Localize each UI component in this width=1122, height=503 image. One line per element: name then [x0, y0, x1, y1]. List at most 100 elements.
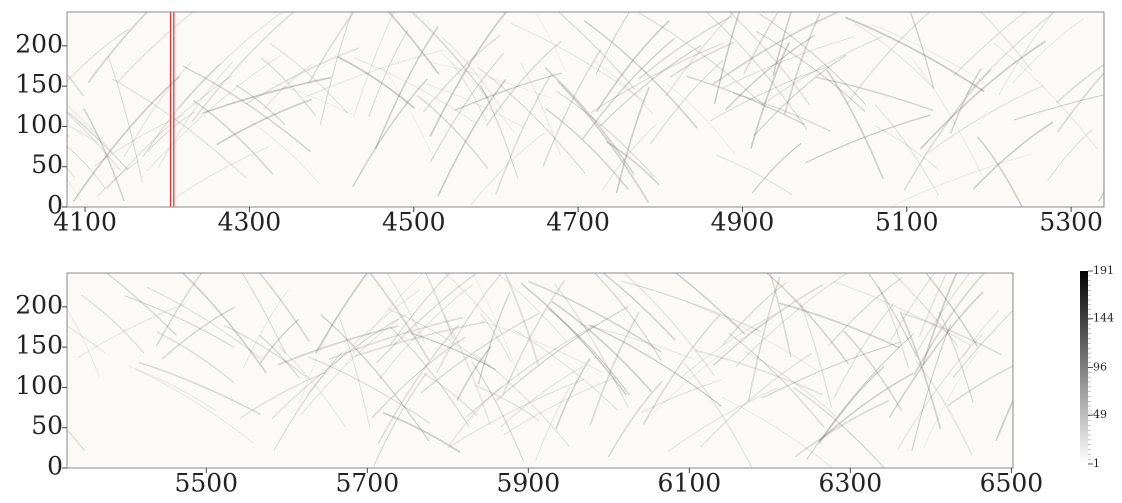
- texture-arc: [352, 78, 428, 188]
- texture-arc: [590, 42, 725, 114]
- texture-arc: [345, 273, 424, 365]
- texture-arc: [181, 273, 267, 374]
- texture-arc: [353, 57, 477, 124]
- texture-arc: [389, 273, 451, 346]
- texture-arc: [67, 73, 84, 97]
- texture-arc: [496, 273, 568, 342]
- texture-arc: [477, 292, 511, 385]
- texture-arc: [799, 302, 833, 409]
- texture-arc: [854, 22, 934, 89]
- texture-arc: [378, 283, 473, 380]
- colorbar-tick-label: 144: [1093, 312, 1114, 325]
- texture-arc: [833, 302, 895, 399]
- texture-arc: [67, 112, 121, 171]
- texture-arc: [557, 12, 636, 91]
- texture-arc: [547, 308, 630, 396]
- texture-arc: [72, 75, 181, 202]
- texture-arc: [871, 24, 986, 84]
- texture-arc: [382, 412, 461, 453]
- x-tick-label: 4700: [546, 208, 610, 237]
- texture-arc: [953, 12, 1027, 77]
- texture-arc: [1056, 63, 1104, 104]
- texture-arc: [242, 289, 289, 369]
- texture-arc: [520, 282, 627, 396]
- texture-arc: [950, 68, 982, 134]
- texture-arc: [976, 136, 1023, 207]
- texture-arc: [442, 313, 491, 426]
- texture-arc: [892, 153, 1033, 206]
- texture-arc: [77, 303, 186, 359]
- texture-arc: [843, 330, 903, 412]
- texture-arc: [520, 62, 562, 156]
- texture-arc: [998, 12, 1055, 96]
- texture-arc: [441, 36, 505, 112]
- texture-arc: [426, 83, 527, 130]
- texture-arc: [845, 16, 985, 93]
- texture-arc: [979, 12, 1033, 72]
- texture-arc: [818, 372, 914, 443]
- colorbar-tick-label: 49: [1093, 408, 1107, 421]
- texture-arc: [300, 313, 406, 416]
- texture-arc: [353, 12, 395, 117]
- texture-arc: [319, 12, 353, 125]
- texture-arc: [423, 34, 501, 113]
- texture-arc: [156, 331, 235, 383]
- texture-arc: [909, 12, 935, 89]
- texture-arc: [583, 20, 698, 129]
- texture-arc: [314, 273, 369, 354]
- texture-arc: [454, 72, 563, 111]
- texture-arc: [602, 273, 676, 341]
- texture-arc: [761, 341, 902, 399]
- texture-arc: [368, 30, 408, 117]
- texture-arc: [259, 318, 300, 364]
- texture-arc: [753, 54, 847, 137]
- texture-arc: [83, 108, 125, 202]
- x-tick-label: 4500: [382, 208, 446, 237]
- texture-arc: [471, 361, 524, 462]
- texture-arc: [1097, 190, 1104, 203]
- texture-arc: [716, 154, 793, 196]
- texture-arc: [170, 146, 269, 202]
- texture-arc: [674, 273, 746, 335]
- texture-arc: [308, 356, 431, 424]
- texture-arc: [922, 273, 958, 366]
- texture-arc: [480, 320, 603, 374]
- texture-arc: [480, 313, 512, 363]
- texture-arc: [721, 397, 833, 468]
- texture-arc: [747, 276, 781, 402]
- texture-arc: [67, 28, 130, 82]
- texture-arc: [182, 65, 311, 153]
- colorbar-tick-label: 191: [1093, 264, 1114, 277]
- texture-arc: [712, 12, 841, 86]
- texture-arc: [728, 332, 826, 429]
- texture-arc: [622, 273, 715, 376]
- texture-arc: [450, 61, 488, 122]
- x-tick-label: 5100: [875, 208, 939, 237]
- texture-arc: [783, 13, 821, 115]
- texture-arc: [892, 273, 959, 347]
- texture-arc: [642, 314, 721, 425]
- texture-arc: [644, 321, 768, 422]
- texture-arc: [106, 75, 232, 190]
- texture-arc: [263, 64, 312, 110]
- texture-arc: [224, 325, 309, 379]
- texture-arc: [995, 398, 1013, 441]
- texture-arc: [756, 31, 866, 112]
- x-tick-label: 6100: [658, 469, 722, 498]
- texture-arc: [683, 363, 753, 468]
- texture-arc: [599, 45, 702, 127]
- texture-arc: [389, 326, 470, 427]
- texture-arc: [846, 12, 931, 105]
- texture-arc: [765, 273, 849, 365]
- texture-arc: [636, 12, 768, 109]
- texture-arc: [601, 123, 657, 191]
- plot-background: [67, 12, 1104, 207]
- texture-arc: [448, 385, 503, 446]
- texture-arc: [877, 285, 910, 369]
- texture-arc: [699, 352, 812, 448]
- texture-arc: [793, 387, 885, 468]
- texture-arc: [818, 365, 885, 444]
- texture-arc: [339, 317, 371, 429]
- texture-arc: [80, 294, 145, 354]
- y-tick-label: 200: [15, 29, 63, 58]
